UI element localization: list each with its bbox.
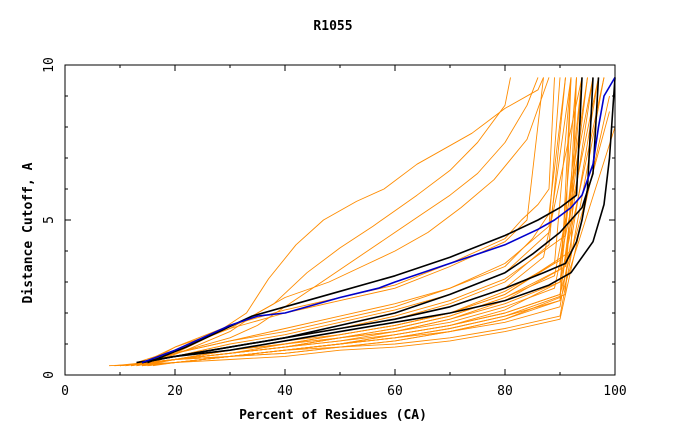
plot-marks [108,76,616,367]
highlight-curve-1 [141,76,616,364]
model-curve-26 [141,126,616,367]
reference-curve-3 [141,77,600,364]
model-curve-8 [108,77,588,367]
model-curve-12 [147,95,610,367]
model-curve-28 [147,77,544,364]
model-curve-3 [130,77,561,367]
x-tick-label: 80 [497,384,513,399]
model-curve-29 [147,77,539,364]
y-tick-label: 5 [42,216,57,224]
x-tick-label: 60 [387,384,403,399]
model-curve-25 [119,111,610,367]
model-curve-15 [136,77,583,367]
y-tick-label: 10 [42,57,57,73]
x-tick-label: 100 [603,384,626,399]
model-curve-21 [130,77,572,367]
y-axis-label: Distance Cutoff, A [21,162,36,303]
x-tick-label: 0 [61,384,69,399]
model-curve-16 [141,77,588,367]
model-curve-24 [130,77,605,367]
x-axis-label: Percent of Residues (CA) [239,408,427,423]
model-curve-30 [152,77,550,364]
model-curve-7 [114,77,583,367]
model-curve-20 [152,77,572,367]
model-curve-22 [136,77,566,367]
chart-title: R1055 [313,19,352,34]
model-curve-1 [141,77,544,367]
axis-ticks: 0 20 40 60 80 100 0 5 10 [42,57,627,399]
x-tick-label: 20 [167,384,183,399]
reference-curve-2 [141,77,616,364]
y-tick-label: 0 [42,371,57,379]
reference-curve-4 [147,77,583,364]
x-tick-label: 40 [277,384,293,399]
model-curve-6 [119,77,577,367]
model-curve-19 [147,77,577,367]
model-curve-27 [136,77,511,364]
model-curve-9 [130,77,594,367]
model-curve-4 [125,77,566,367]
